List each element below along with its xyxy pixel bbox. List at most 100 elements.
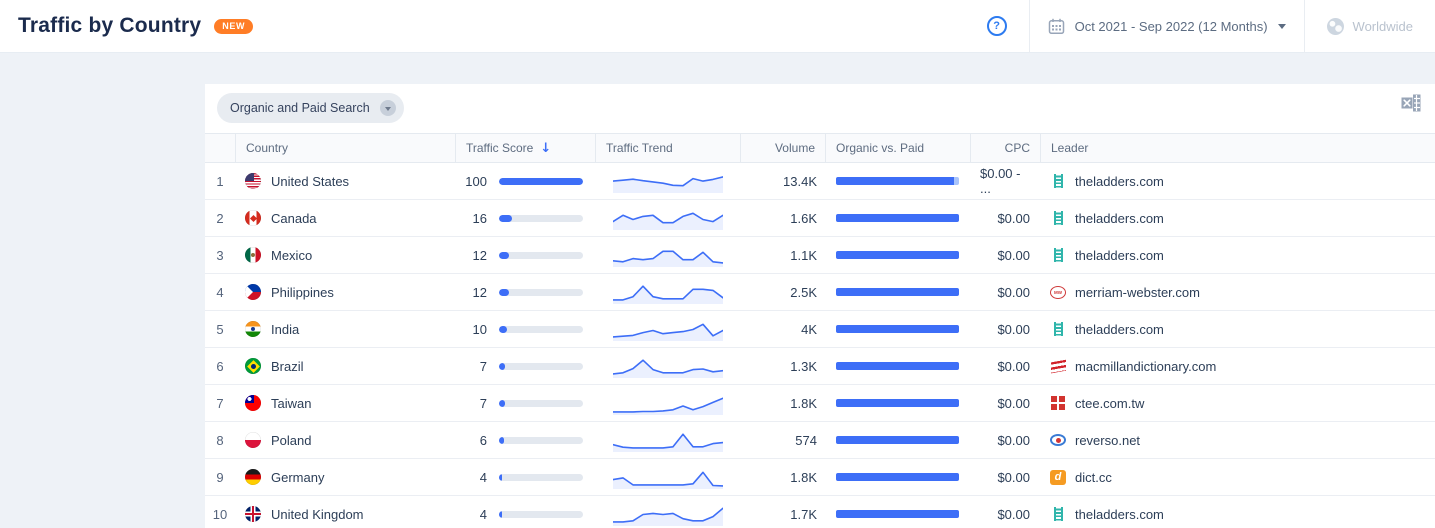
leader-domain-link[interactable]: theladders.com (1075, 210, 1164, 226)
flag-icon-mx (245, 247, 261, 263)
traffic-score-bar (499, 362, 583, 370)
traffic-score-cell: 7 (455, 359, 595, 374)
country-cell: Germany (235, 469, 455, 485)
table-row: 4 Philippines 12 2.5K $0.00 merriam-webster.c… (205, 274, 1435, 311)
organic-vs-paid-cell (825, 473, 970, 481)
traffic-trend-sparkline (612, 507, 723, 526)
traffic-trend-sparkline (612, 433, 723, 452)
leader-domain-link[interactable]: merriam-webster.com (1075, 284, 1200, 300)
calendar-icon (1048, 18, 1064, 34)
leader-cell: ctee.com.tw (1040, 395, 1435, 411)
table-row: 1 United States 100 13.4K $0.00 - ... theladd… (205, 163, 1435, 200)
country-name: India (271, 321, 300, 337)
traffic-score-bar (499, 177, 583, 185)
country-cell: Philippines (235, 284, 455, 300)
country-name: United States (271, 173, 350, 189)
leader-domain-link[interactable]: theladders.com (1075, 173, 1164, 189)
country-name: Brazil (271, 358, 304, 374)
table-header: Country Traffic Score Traffic Trend Volu… (205, 133, 1435, 163)
header-cpc[interactable]: CPC (970, 134, 1040, 162)
leader-domain-link[interactable]: ctee.com.tw (1075, 395, 1145, 411)
organic-paid-bar (836, 288, 959, 296)
traffic-trend-cell (595, 168, 740, 194)
header-country[interactable]: Country (235, 134, 455, 162)
cpc-cell: $0.00 (997, 395, 1030, 411)
country-name: Taiwan (271, 395, 312, 411)
traffic-trend-sparkline (612, 397, 723, 415)
leader-domain-link[interactable]: dict.cc (1075, 469, 1112, 485)
country-name: United Kingdom (271, 506, 364, 522)
leader-domain-link[interactable]: theladders.com (1075, 506, 1164, 522)
traffic-trend-sparkline (612, 359, 723, 378)
volume-cell: 1.7K (790, 506, 817, 522)
organic-paid-bar (836, 325, 959, 333)
leader-cell: dict.cc (1040, 469, 1435, 485)
traffic-trend-cell (595, 464, 740, 490)
traffic-by-country-card: Organic and Paid Search Country Traffic … (205, 84, 1435, 528)
chevron-down-icon (379, 100, 396, 116)
traffic-trend-cell (595, 501, 740, 527)
leader-cell: theladders.com (1040, 210, 1435, 226)
volume-cell: 13.4K (783, 173, 817, 189)
leader-domain-link[interactable]: theladders.com (1075, 247, 1164, 263)
header-volume[interactable]: Volume (740, 134, 825, 162)
traffic-score-cell: 12 (455, 248, 595, 263)
header-traffic-score[interactable]: Traffic Score (455, 134, 595, 162)
volume-cell: 1.3K (790, 358, 817, 374)
page-title: Traffic by Country (18, 14, 202, 37)
table-row: 7 Taiwan 7 1.8K $0.00 ctee.com.tw (205, 385, 1435, 422)
table-row: 5 India 10 4K $0.00 theladders.com (205, 311, 1435, 348)
traffic-trend-sparkline (612, 285, 723, 304)
organic-paid-bar (836, 473, 959, 481)
traffic-table: Country Traffic Score Traffic Trend Volu… (205, 133, 1435, 528)
volume-cell: 1.1K (790, 247, 817, 263)
traffic-score-cell: 10 (455, 322, 595, 337)
excel-export-button[interactable] (1401, 94, 1421, 112)
traffic-trend-cell (595, 242, 740, 268)
flag-icon-ca (245, 210, 261, 226)
leader-cell: merriam-webster.com (1040, 285, 1435, 300)
top-bar: Traffic by Country NEW Oct 2021 - Sep 20… (0, 0, 1435, 53)
traffic-score-value: 4 (479, 469, 487, 485)
leader-cell: theladders.com (1040, 173, 1435, 189)
traffic-trend-sparkline (612, 176, 723, 193)
channel-filter-chip[interactable]: Organic and Paid Search (217, 93, 404, 123)
leader-domain-link[interactable]: reverso.net (1075, 432, 1141, 448)
row-rank: 1 (216, 173, 224, 189)
sort-desc-icon (540, 141, 551, 156)
traffic-score-cell: 7 (455, 396, 595, 411)
cpc-cell: $0.00 (997, 247, 1030, 263)
favicon-ladders-icon (1050, 247, 1066, 263)
flag-icon-de (245, 469, 261, 485)
organic-paid-bar (836, 362, 959, 370)
cpc-cell: $0.00 (997, 284, 1030, 300)
country-cell: Brazil (235, 358, 455, 374)
traffic-score-bar (499, 510, 583, 518)
header-leader[interactable]: Leader (1040, 134, 1435, 162)
date-range-picker[interactable]: Oct 2021 - Sep 2022 (12 Months) (1030, 0, 1304, 52)
excel-export-icon (1401, 94, 1421, 112)
header-organic-vs-paid[interactable]: Organic vs. Paid (825, 134, 970, 162)
help-icon[interactable] (986, 16, 1007, 36)
new-badge: NEW (214, 18, 254, 34)
traffic-score-cell: 6 (455, 433, 595, 448)
row-rank: 6 (216, 358, 224, 374)
volume-cell: 1.8K (790, 395, 817, 411)
traffic-score-value: 12 (472, 247, 487, 263)
leader-cell: theladders.com (1040, 506, 1435, 522)
cpc-cell: $0.00 (997, 210, 1030, 226)
volume-cell: 2.5K (790, 284, 817, 300)
flag-icon-pl (245, 432, 261, 448)
traffic-score-value: 7 (479, 395, 487, 411)
table-row: 8 Poland 6 574 $0.00 reverso.net (205, 422, 1435, 459)
leader-domain-link[interactable]: theladders.com (1075, 321, 1164, 337)
header-traffic-trend[interactable]: Traffic Trend (595, 134, 740, 162)
flag-icon-tw (245, 395, 261, 411)
traffic-trend-cell (595, 316, 740, 342)
traffic-score-value: 10 (472, 321, 487, 337)
country-name: Mexico (271, 247, 313, 263)
traffic-trend-sparkline (612, 250, 723, 267)
traffic-score-bar (499, 436, 583, 444)
leader-domain-link[interactable]: macmillandictionary.com (1075, 358, 1217, 374)
flag-icon-br (245, 358, 261, 374)
